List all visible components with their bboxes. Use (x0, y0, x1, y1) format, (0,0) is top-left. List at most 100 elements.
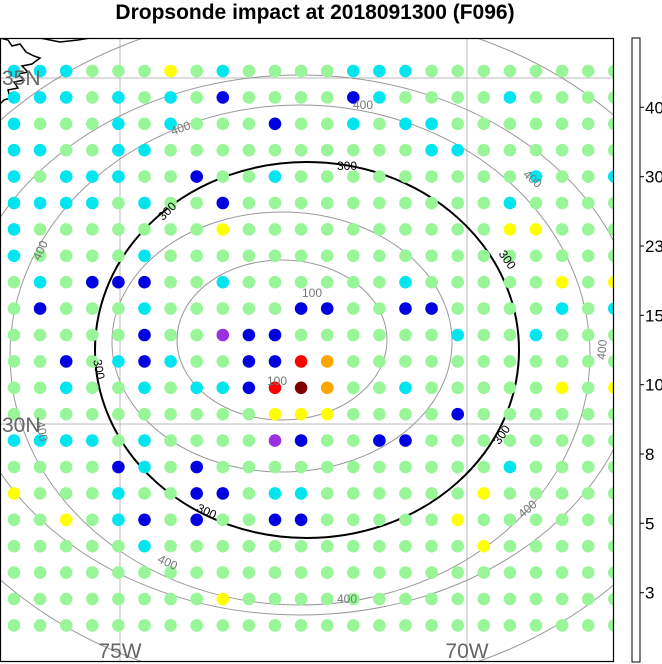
dropsonde-dot (7, 619, 21, 632)
dropsonde-dot (581, 566, 595, 579)
dropsonde-dot (138, 513, 151, 527)
dropsonde-dot (529, 302, 543, 315)
dropsonde-dot (477, 223, 491, 236)
dropsonde-dot (347, 117, 360, 131)
dropsonde-dot (608, 487, 614, 500)
dropsonde-dot (164, 328, 177, 342)
dropsonde-dot (347, 592, 360, 606)
dropsonde-dot (529, 434, 543, 447)
dropsonde-dot (164, 196, 177, 210)
dropsonde-dot (373, 539, 386, 553)
dropsonde-dot (373, 143, 386, 157)
dropsonde-dot (112, 434, 125, 447)
dropsonde-dot (347, 275, 360, 289)
dropsonde-dot (425, 275, 438, 289)
dropsonde-dot (86, 434, 99, 447)
dropsonde-dot (425, 143, 438, 157)
dropsonde-dot (216, 355, 230, 368)
dropsonde-dot (373, 592, 386, 606)
dropsonde-dot (112, 566, 125, 579)
dropsonde-dot (190, 249, 203, 263)
dropsonde-dot (7, 460, 21, 474)
dropsonde-dot (425, 328, 438, 342)
dropsonde-dot (268, 566, 282, 579)
dropsonde-dot (190, 64, 203, 78)
dropsonde-dot (425, 223, 438, 236)
dropsonde-dot (477, 539, 491, 553)
dropsonde-dot (138, 249, 151, 263)
dropsonde-dot (477, 170, 491, 183)
dropsonde-dot (503, 513, 517, 527)
dropsonde-dot (581, 513, 595, 527)
dropsonde-dot (242, 539, 256, 553)
dropsonde-dot (477, 275, 491, 289)
dropsonde-dot (451, 566, 465, 579)
dropsonde-dot (112, 407, 125, 421)
dropsonde-dot (190, 117, 203, 131)
dropsonde-dot (399, 275, 412, 289)
dropsonde-dot (529, 249, 543, 263)
dropsonde-dot (86, 460, 99, 474)
dropsonde-dot (112, 170, 125, 183)
ring-label: 400 (33, 420, 50, 442)
dropsonde-dot (138, 619, 151, 632)
dropsonde-dot (216, 170, 230, 183)
dropsonde-dot (451, 434, 465, 447)
dropsonde-dot (138, 117, 151, 131)
dropsonde-dot (190, 275, 203, 289)
dropsonde-dot (242, 434, 256, 447)
dropsonde-dot (555, 196, 569, 210)
dropsonde-dot (477, 381, 491, 395)
dropsonde-dot (59, 513, 73, 527)
dropsonde-dot (529, 64, 543, 78)
dropsonde-dot (347, 355, 360, 368)
dropsonde-dot (190, 407, 203, 421)
dropsonde-dot (112, 381, 125, 395)
dropsonde-dot (190, 143, 203, 157)
dropsonde-dot (294, 381, 308, 395)
dropsonde-dot (112, 460, 125, 474)
dropsonde-dot (216, 487, 230, 500)
dropsonde-dot (320, 143, 334, 157)
dropsonde-dot (268, 487, 282, 500)
dropsonde-dot (477, 64, 491, 78)
dropsonde-dot (581, 434, 595, 447)
dropsonde-dot (399, 249, 412, 263)
dropsonde-dot (581, 196, 595, 210)
dropsonde-dot (242, 381, 256, 395)
dropsonde-dot (242, 487, 256, 500)
dropsonde-dot (33, 275, 47, 289)
dropsonde-dot (608, 143, 614, 157)
dropsonde-dot (268, 513, 282, 527)
ring-label: 400 (169, 118, 193, 138)
dropsonde-dot (503, 91, 517, 104)
dropsonde-dot (7, 513, 21, 527)
dropsonde-dot (242, 619, 256, 632)
dropsonde-dot (33, 196, 47, 210)
dropsonde-dot (33, 64, 47, 78)
dropsonde-dot (190, 91, 203, 104)
colorbar-tick-label: 8 (645, 445, 654, 464)
dropsonde-dot (294, 460, 308, 474)
dropsonde-dot (59, 566, 73, 579)
dropsonde-dot (164, 566, 177, 579)
dropsonde-dot (7, 91, 21, 104)
dropsonde-dot (294, 539, 308, 553)
dropsonde-dot (216, 566, 230, 579)
dropsonde-dot (294, 170, 308, 183)
dropsonde-dot (581, 223, 595, 236)
dropsonde-dot (164, 223, 177, 236)
dropsonde-dot (425, 460, 438, 474)
dropsonde-dot (33, 539, 47, 553)
colorbar-tick-label: 30 (645, 168, 662, 187)
dropsonde-dot (503, 117, 517, 131)
dropsonde-dot (451, 91, 465, 104)
dropsonde-dot (347, 539, 360, 553)
dropsonde-dot (7, 302, 21, 315)
dropsonde-dot (425, 249, 438, 263)
dropsonde-dot (190, 355, 203, 368)
dropsonde-dot (86, 407, 99, 421)
dropsonde-dot (399, 143, 412, 157)
dropsonde-dot (555, 592, 569, 606)
dropsonde-dot (112, 143, 125, 157)
